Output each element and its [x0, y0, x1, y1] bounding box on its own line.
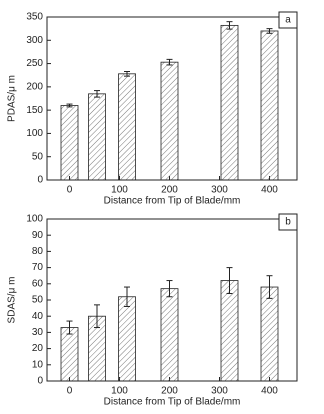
- x-tick-label: 300: [211, 386, 228, 397]
- error-bar: [124, 286, 130, 307]
- annotation-box: [278, 11, 298, 29]
- y-tick-label: 20: [32, 343, 44, 354]
- x-tick-label: 400: [261, 185, 278, 196]
- bar: [220, 280, 239, 382]
- error-bar: [226, 267, 233, 295]
- bar: [118, 296, 136, 382]
- y-tick-label: 50: [32, 295, 44, 306]
- error-bar: [124, 70, 130, 77]
- y-tick-label: 30: [32, 327, 44, 338]
- y-tick-label: 0: [37, 175, 43, 186]
- x-tick-label: 400: [261, 386, 278, 397]
- x-tick-label: 0: [67, 185, 73, 196]
- error-bar: [266, 275, 273, 299]
- error-bar: [226, 21, 233, 30]
- x-tick-label: 100: [111, 386, 128, 397]
- bar: [60, 105, 79, 181]
- x-tick-label: 300: [211, 185, 228, 196]
- x-tick-label: 200: [161, 185, 178, 196]
- y-tick-label: 100: [26, 214, 43, 225]
- error-bar: [166, 280, 173, 298]
- error-bar: [66, 103, 73, 108]
- bar: [88, 93, 106, 181]
- bar: [260, 286, 279, 382]
- bar: [60, 327, 79, 382]
- error-bar: [94, 304, 100, 329]
- error-bar: [166, 58, 173, 66]
- error-bar: [94, 90, 100, 98]
- error-bar: [66, 320, 73, 335]
- y-tick-label: 0: [37, 376, 43, 387]
- y-tick-label: 70: [32, 262, 44, 273]
- annotation: a: [285, 15, 291, 26]
- y-tick-label: 80: [32, 246, 44, 257]
- bar: [260, 30, 279, 181]
- y-tick-label: 350: [26, 12, 43, 23]
- bar: [220, 24, 239, 181]
- annotation-box: [278, 213, 298, 231]
- x-tick-label: 0: [67, 386, 73, 397]
- annotation: b: [285, 217, 291, 228]
- y-tick-label: 40: [32, 311, 44, 322]
- x-tick-label: 200: [161, 386, 178, 397]
- y-axis-label: SDAS/μ m: [7, 277, 18, 324]
- x-axis-label: Distance from Tip of Blade/mm: [104, 196, 241, 207]
- y-tick-label: 10: [32, 359, 44, 370]
- y-tick-label: 150: [26, 105, 43, 116]
- error-bar: [266, 28, 273, 34]
- y-tick-label: 250: [26, 58, 43, 69]
- y-axis-label: PDAS/μ m: [7, 75, 18, 122]
- bar: [118, 73, 136, 181]
- y-tick-label: 200: [26, 81, 43, 92]
- y-tick-label: 60: [32, 278, 44, 289]
- x-tick-label: 100: [111, 185, 128, 196]
- bar: [160, 288, 179, 382]
- x-axis-label: Distance from Tip of Blade/mm: [104, 397, 241, 408]
- y-tick-label: 300: [26, 35, 43, 46]
- bar: [160, 61, 179, 181]
- y-tick-label: 50: [32, 151, 44, 162]
- y-tick-label: 100: [26, 128, 43, 139]
- y-tick-label: 90: [32, 230, 44, 241]
